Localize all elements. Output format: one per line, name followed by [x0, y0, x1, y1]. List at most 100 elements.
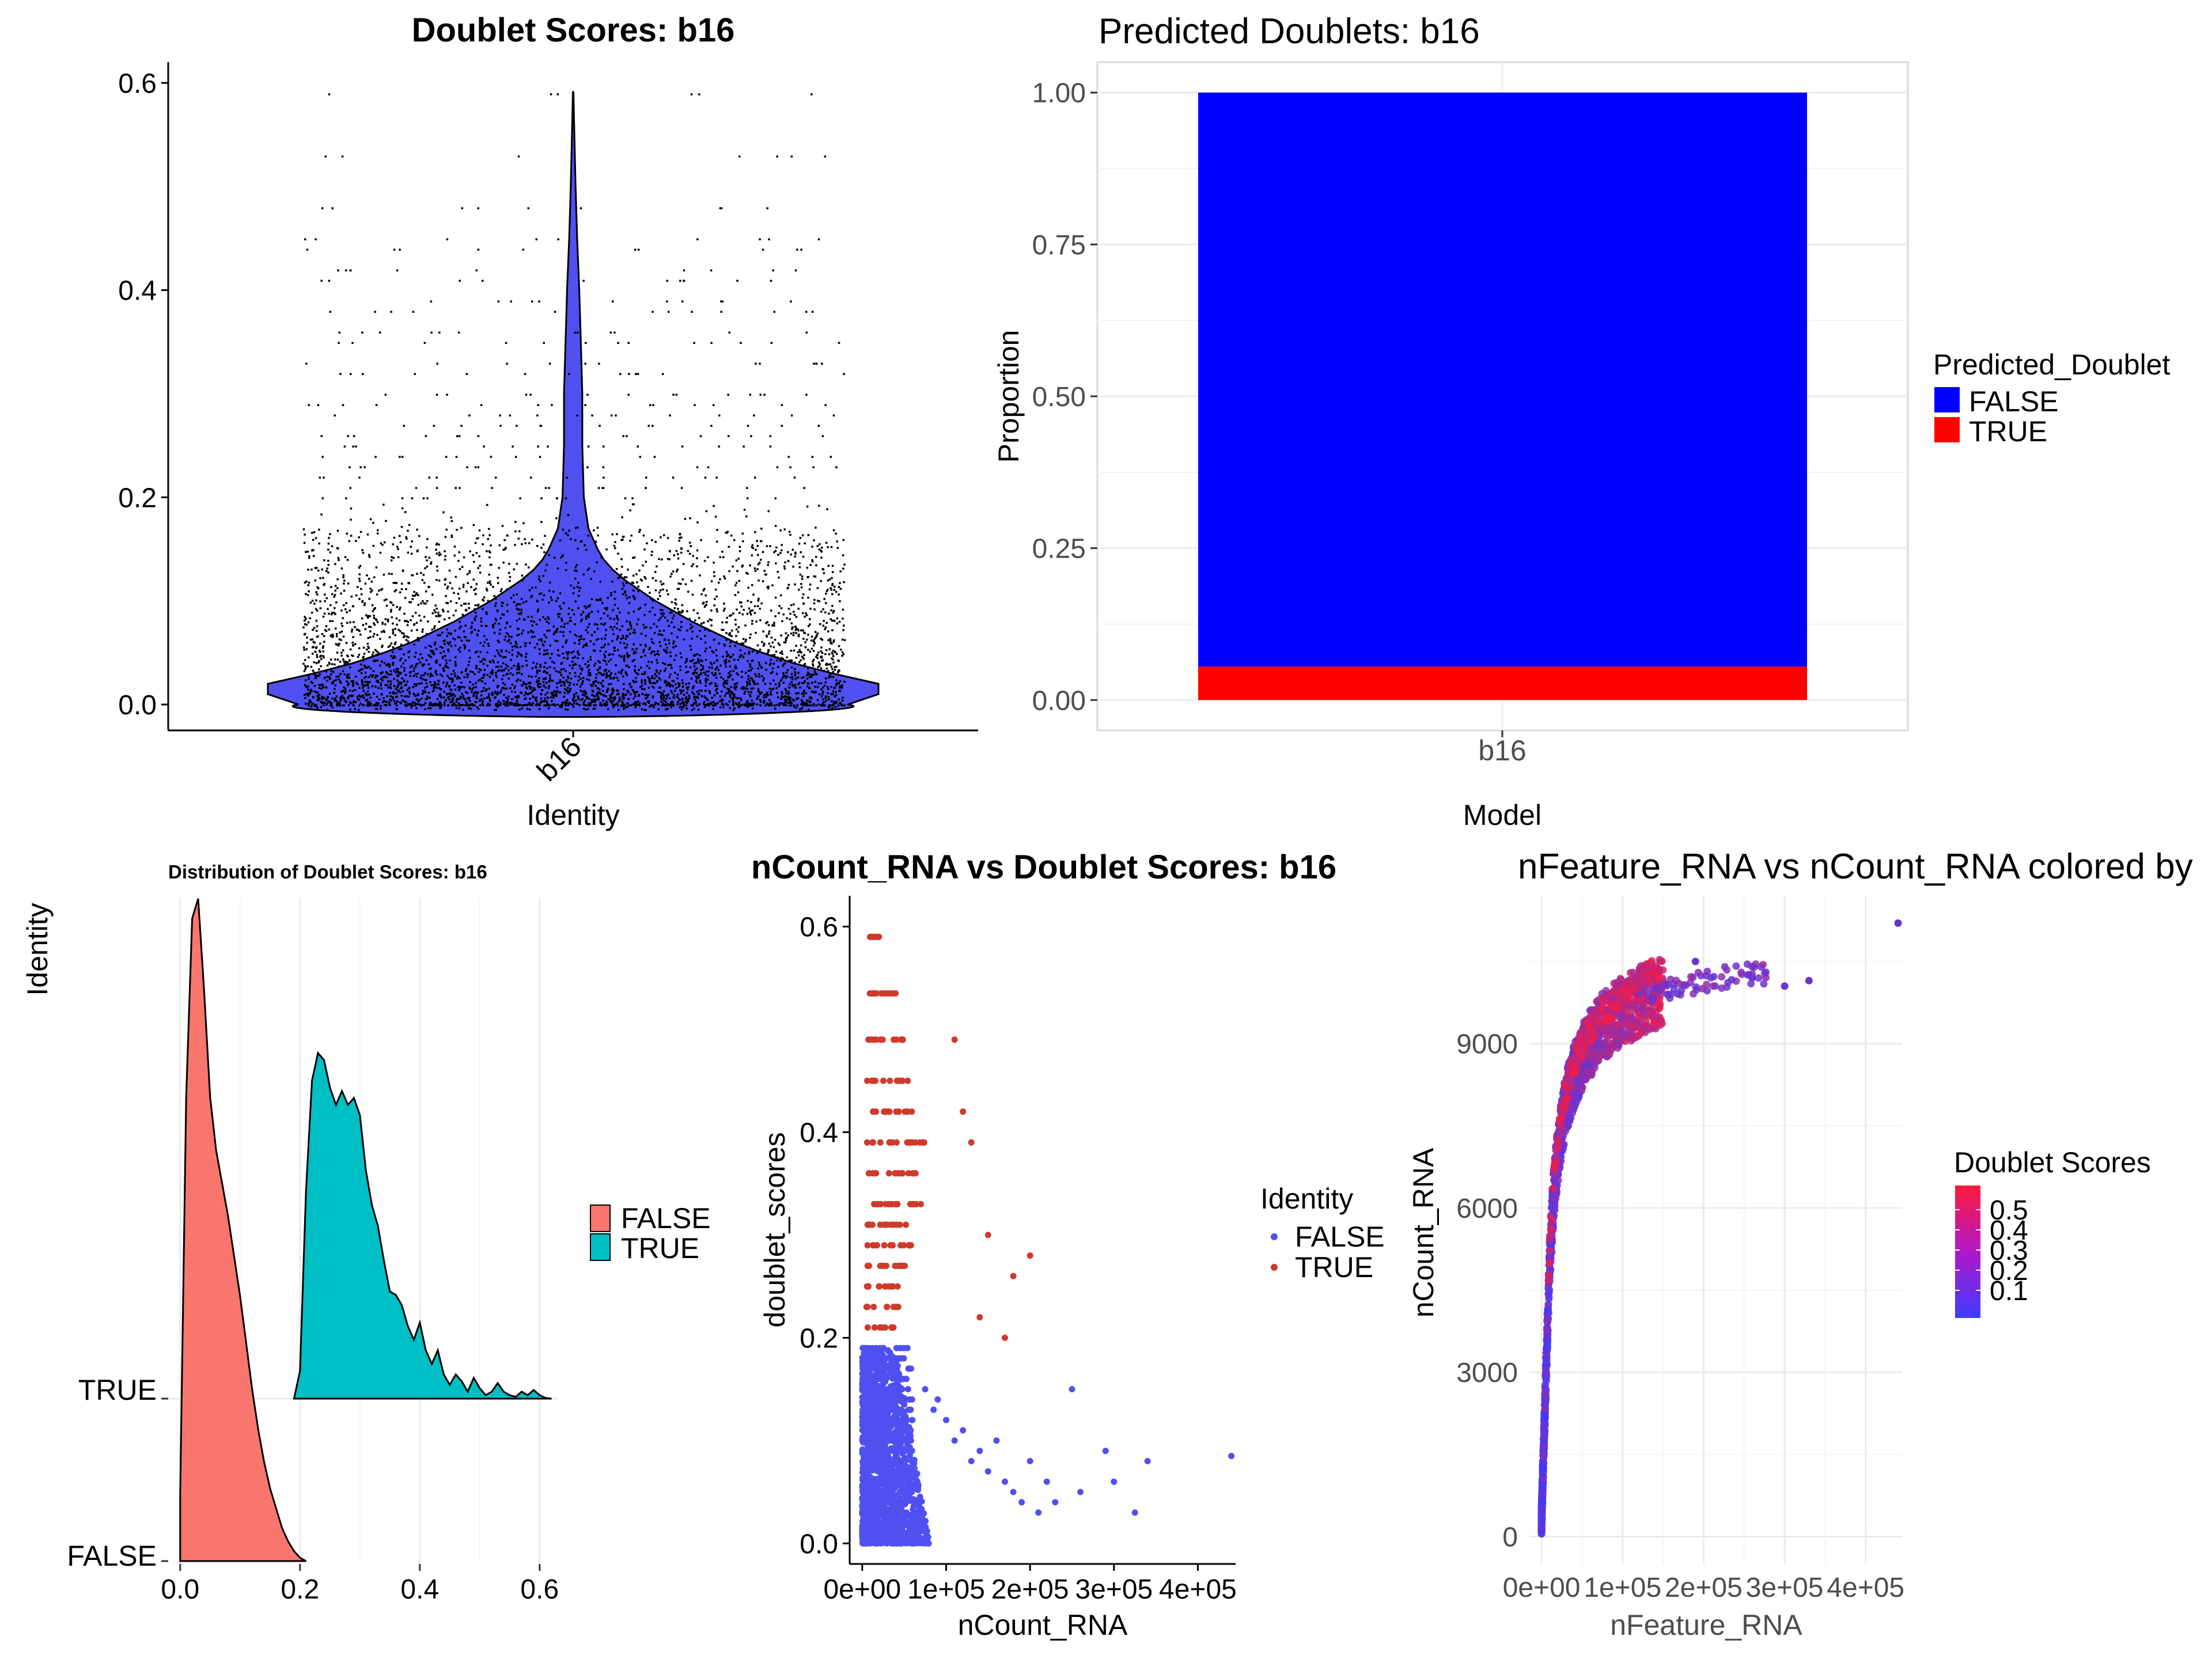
- violin-point: [451, 699, 454, 702]
- violin-point: [522, 618, 525, 620]
- violin-point: [362, 660, 365, 662]
- violin-point: [544, 694, 547, 696]
- violin-point: [569, 684, 571, 687]
- violin-point: [415, 487, 418, 489]
- violin-point: [718, 414, 721, 416]
- violin-point: [437, 680, 440, 683]
- violin-point: [349, 648, 352, 651]
- violin-point: [478, 529, 481, 532]
- violin-point: [807, 704, 810, 707]
- violin-point: [713, 505, 715, 507]
- violin-point: [429, 668, 431, 670]
- violin-point: [433, 703, 436, 706]
- violin-point: [644, 702, 646, 704]
- violin-point: [733, 707, 736, 710]
- violin-point: [304, 581, 306, 584]
- violin-point: [693, 665, 696, 668]
- violin-point: [734, 688, 737, 691]
- violin-point: [585, 548, 588, 551]
- violin-point: [474, 611, 477, 614]
- violin-point: [468, 707, 471, 710]
- violin-point: [405, 588, 407, 590]
- violin-point: [499, 617, 502, 620]
- violin-point: [578, 639, 580, 642]
- violin-point: [622, 637, 624, 639]
- violin-point: [302, 646, 305, 649]
- violin-point: [329, 533, 331, 535]
- violin-point: [328, 661, 331, 664]
- violin-point: [498, 669, 501, 672]
- violin-point: [660, 700, 662, 703]
- violin-point: [316, 586, 319, 589]
- violin-point: [606, 607, 608, 609]
- violin-point: [368, 647, 370, 649]
- violin-point: [567, 681, 569, 683]
- violin-point: [798, 543, 801, 545]
- violin-point: [328, 628, 330, 631]
- violin-point: [675, 603, 677, 605]
- violin-point: [559, 706, 561, 708]
- violin-point: [388, 701, 391, 703]
- violin-point: [804, 641, 806, 643]
- violin-point: [433, 681, 436, 684]
- violin-point: [789, 697, 791, 699]
- violin-point: [702, 668, 704, 670]
- violin-point: [566, 622, 569, 624]
- bar-x-axis-label: Model: [1463, 799, 1541, 831]
- violin-point: [568, 373, 570, 375]
- violin-point: [566, 709, 569, 711]
- violin-point: [698, 661, 700, 664]
- violin-point: [641, 692, 643, 695]
- violin-point: [393, 536, 396, 539]
- violin-point: [311, 682, 314, 684]
- violin-point: [459, 677, 461, 680]
- violin-point: [391, 573, 393, 575]
- violin-point: [468, 698, 470, 700]
- violin-point: [688, 552, 691, 555]
- violin-point: [670, 706, 673, 709]
- violin-point: [584, 699, 586, 702]
- violin-point: [828, 706, 831, 709]
- violin-point: [795, 657, 798, 659]
- violin-point: [521, 665, 524, 668]
- violin-point: [313, 661, 315, 664]
- violin-point: [383, 662, 386, 664]
- violin-point: [374, 310, 376, 313]
- violin-point: [662, 700, 665, 702]
- violin-point: [802, 658, 805, 660]
- violin-point: [788, 531, 791, 533]
- violin-point: [654, 673, 657, 675]
- violin-point: [401, 507, 404, 510]
- violin-point: [430, 562, 432, 565]
- violin-point: [302, 626, 305, 628]
- violin-point: [770, 637, 773, 639]
- violin-point: [382, 700, 385, 702]
- violin-point: [498, 632, 501, 635]
- violin-point: [672, 393, 675, 396]
- violin-point: [543, 342, 545, 344]
- violin-point: [422, 665, 424, 667]
- violin-point: [438, 620, 441, 623]
- violin-point: [820, 667, 823, 669]
- violin-point: [542, 575, 544, 577]
- violin-point: [587, 671, 590, 673]
- violin-point: [566, 690, 569, 692]
- violin-point: [603, 476, 605, 479]
- violin-point: [369, 626, 372, 628]
- violin-point: [609, 700, 611, 703]
- violin-point: [596, 623, 599, 626]
- violin-point: [392, 543, 394, 546]
- violin-point: [529, 709, 531, 711]
- violin-point: [483, 596, 486, 599]
- violin-point: [406, 537, 408, 540]
- violin-point: [662, 588, 664, 591]
- violin-point: [564, 708, 567, 711]
- violin-point: [511, 698, 513, 700]
- violin-point: [328, 700, 331, 703]
- violin-point: [612, 691, 614, 694]
- violin-point: [543, 551, 546, 554]
- violin-point: [700, 695, 703, 698]
- violin-point: [525, 697, 527, 700]
- violin-point: [733, 695, 736, 698]
- violin-point: [590, 598, 593, 600]
